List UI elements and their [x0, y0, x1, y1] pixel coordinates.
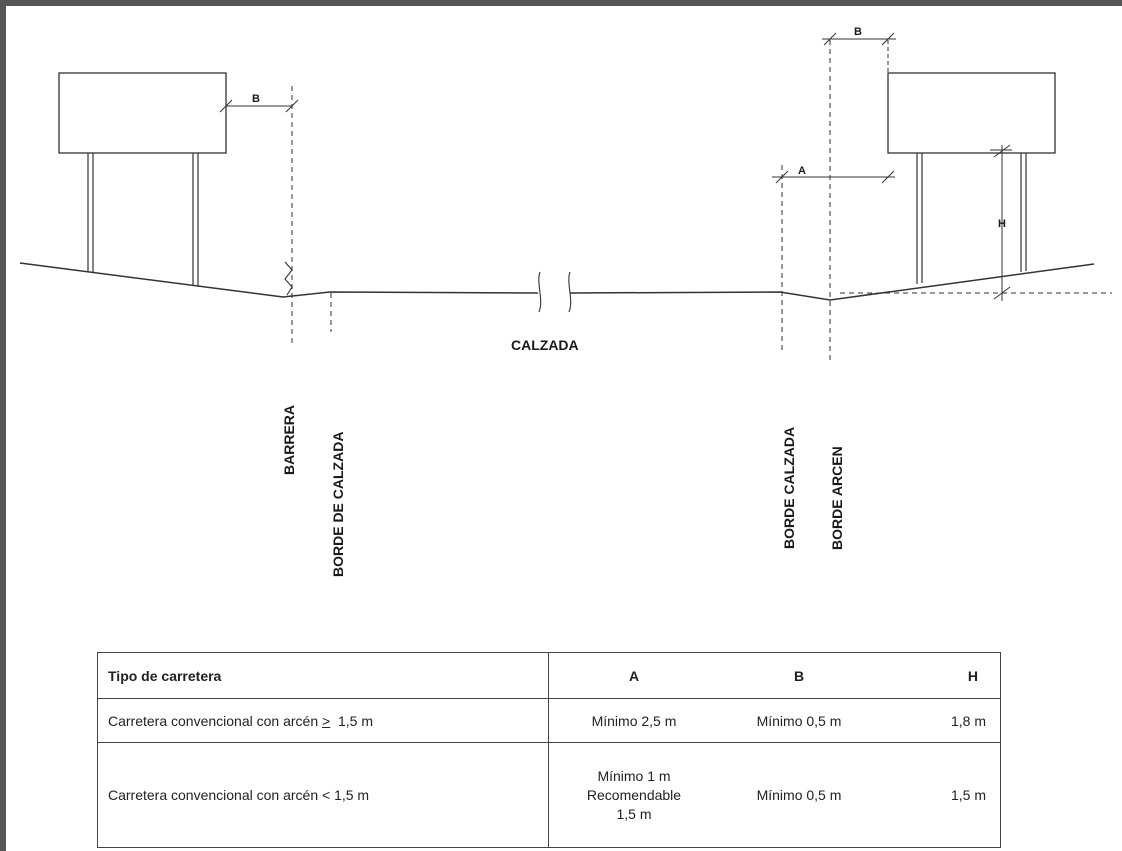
row2-h: 1,5 m [879, 743, 1001, 848]
right-sign-post-1 [917, 153, 922, 284]
row2-a: Mínimo 1 m Recomendable 1,5 m [549, 743, 720, 848]
header-tipo-de-carretera: Tipo de carretera [98, 653, 549, 699]
borde-de-calzada-label: BORDE DE CALZADA [330, 432, 346, 577]
road-type-spec-table: Tipo de carretera A B H Carretera conven… [97, 652, 1001, 848]
left-sign-panel [59, 73, 226, 153]
row1-b: Mínimo 0,5 m [719, 699, 879, 743]
header-b: B [719, 653, 879, 699]
table-row: Carretera convencional con arcén < 1,5 m… [98, 743, 1001, 848]
borde-arcen-label: BORDE ARCEN [829, 446, 845, 550]
dimension-a [772, 171, 895, 183]
right-sign-panel [888, 73, 1055, 153]
calzada-label: CALZADA [511, 337, 579, 353]
break-symbol [539, 272, 571, 312]
ground-profile-left [20, 263, 538, 297]
header-h: H [879, 653, 1001, 699]
left-sign-post-2 [193, 153, 198, 286]
row1-a: Mínimo 2,5 m [549, 699, 720, 743]
row2-tipo: Carretera convencional con arcén < 1,5 m [98, 743, 549, 848]
left-sign-post-1 [88, 153, 93, 272]
barrier-symbol [285, 262, 292, 295]
row2-a-line1: Mínimo 1 m [559, 767, 709, 786]
row2-b: Mínimo 0,5 m [719, 743, 879, 848]
row1-tipo-suffix: 1,5 m [338, 713, 373, 729]
row2-a-line2: Recomendable [559, 786, 709, 805]
right-sign-post-2 [1021, 153, 1026, 272]
dimension-b-right-label: B [854, 26, 862, 38]
dimension-a-label: A [798, 165, 806, 177]
ground-profile-right [570, 264, 1094, 300]
dimension-h-label: H [998, 218, 1006, 230]
borde-calzada-label: BORDE CALZADA [781, 427, 797, 549]
row2-a-line3: 1,5 m [559, 805, 709, 824]
barrera-label: BARRERA [281, 405, 297, 475]
header-a: A [549, 653, 720, 699]
row1-h: 1,8 m [879, 699, 1001, 743]
row1-tipo-symbol: > [322, 713, 330, 729]
row1-tipo: Carretera convencional con arcén > 1,5 m [98, 699, 549, 743]
table-header-row: Tipo de carretera A B H [98, 653, 1001, 699]
dimension-b-left-label: B [252, 93, 260, 105]
table-row: Carretera convencional con arcén > 1,5 m… [98, 699, 1001, 743]
row1-tipo-prefix: Carretera convencional con arcén [108, 713, 318, 729]
